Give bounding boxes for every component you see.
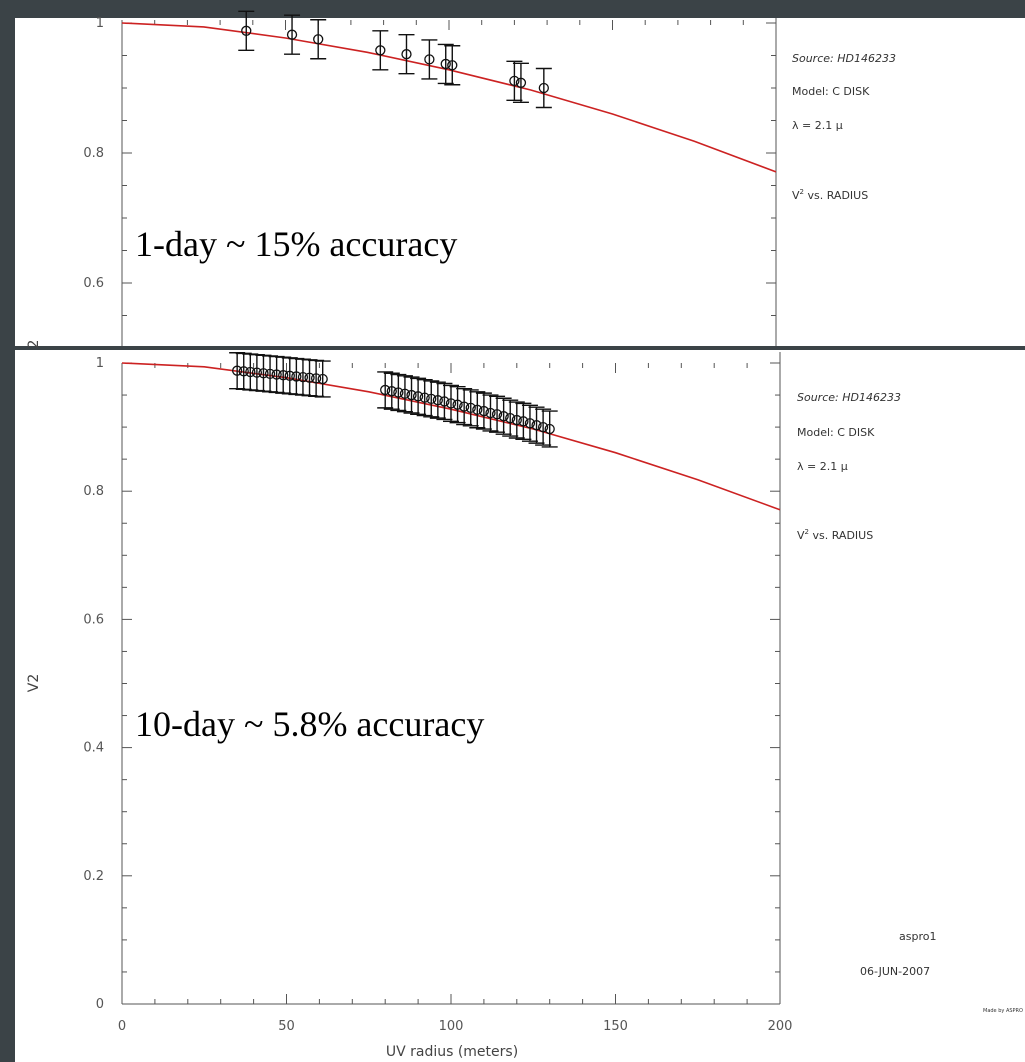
- top-legend-title: V2 vs. RADIUS: [792, 188, 868, 202]
- bottom-legend-title: V2 vs. RADIUS: [797, 528, 873, 542]
- top-data-point: [424, 54, 435, 65]
- bottom-data-point: [245, 366, 256, 378]
- bottom-legend-footer-name: aspro1: [899, 930, 936, 943]
- top-data-point: [375, 45, 386, 56]
- bottom-data-point: [304, 372, 315, 383]
- bottom-data-point: [399, 388, 411, 399]
- bottom-legend-model: Model: C DISK: [797, 426, 875, 439]
- bottom-data-point: [412, 391, 424, 402]
- bottom-data-point: [537, 421, 549, 433]
- bottom-data-point: [426, 393, 437, 405]
- bottom-y-tick-label: 0.6: [83, 612, 104, 627]
- top-annotation: 1-day ~ 15% accuracy: [135, 224, 457, 264]
- top-plot-area: 1 0.8 0.6: [83, 10, 777, 346]
- bottom-data-point: [498, 411, 509, 422]
- top-data-point: [509, 75, 520, 86]
- x-axis-title: UV radius (meters): [386, 1044, 518, 1060]
- top-legend-source: Source: HD146233: [792, 52, 896, 65]
- bottom-data-point: [544, 423, 555, 435]
- top-model-curve: [121, 22, 777, 173]
- top-data-point: [241, 25, 252, 36]
- bottom-data-point: [251, 367, 263, 378]
- bottom-data-point: [284, 370, 295, 381]
- bottom-data-point: [386, 386, 397, 397]
- bottom-legend-footer-date: 06-JUN-2007: [860, 965, 930, 978]
- top-legend-wavelength: λ = 2.1 μ: [792, 119, 843, 132]
- bottom-data-point: [452, 399, 463, 410]
- top-y-tick-label: 1: [96, 16, 104, 31]
- bottom-data-point: [511, 414, 522, 426]
- top-data-point: [440, 58, 451, 70]
- bottom-x-tick-label: 50: [278, 1019, 295, 1034]
- bottom-legend-title-main: V: [797, 529, 805, 542]
- bottom-data-point: [531, 420, 542, 431]
- top-legend-title-rest: vs. RADIUS: [804, 189, 868, 202]
- bottom-data-point: [524, 418, 536, 429]
- bottom-legend-credit: Made by ASPRO: [983, 1008, 1023, 1014]
- top-data-point: [447, 60, 458, 71]
- bottom-x-tick-label: 0: [118, 1019, 126, 1034]
- top-legend-model: Model: C DISK: [792, 85, 870, 98]
- bottom-y-tick-label: 1: [96, 356, 104, 371]
- bottom-legend-title-sup: 2: [805, 528, 809, 536]
- bottom-data-point: [485, 407, 496, 419]
- top-panel-background: [15, 18, 1025, 346]
- bottom-data-point: [439, 396, 450, 407]
- top-data-point: [515, 77, 527, 88]
- top-data-point: [401, 49, 412, 60]
- bottom-data-point: [505, 412, 516, 424]
- bottom-legend-wavelength: λ = 2.1 μ: [797, 460, 848, 473]
- bottom-data-point: [432, 395, 443, 406]
- bottom-data-point: [317, 373, 328, 385]
- bottom-data-point: [393, 387, 404, 398]
- bottom-plot-area: 1 0.8 0.6 0.4 0.2 00 50 100 150 200: [83, 352, 793, 1034]
- top-y-tick-label: 0.8: [83, 146, 104, 161]
- bottom-data-point: [380, 384, 391, 396]
- top-panel: 1 0.8 0.6 Source: HD146233 Model: C DISK λ…: [15, 10, 1025, 346]
- top-data-point: [538, 82, 549, 94]
- bottom-data-point: [465, 402, 476, 414]
- bottom-y-axis-title: V2: [26, 674, 42, 692]
- bottom-data-point: [445, 398, 457, 409]
- bottom-data-point: [271, 369, 282, 380]
- top-data-point: [286, 29, 298, 40]
- bottom-data-point: [264, 368, 276, 380]
- bottom-legend-title-rest: vs. RADIUS: [809, 529, 873, 542]
- bottom-legend-source: Source: HD146233: [797, 391, 901, 404]
- bottom-data-point: [231, 365, 243, 376]
- bottom-y-tick-label: 0.8: [83, 484, 104, 499]
- bottom-y-tick-label: 0: [96, 997, 104, 1012]
- bottom-panel: 1 0.8 0.6 0.4 0.2 00 50 100 150 200 Source: HD146…: [15, 350, 1025, 1062]
- bottom-data-point: [459, 401, 470, 412]
- bottom-data-point: [310, 373, 322, 384]
- bottom-data-point: [478, 405, 490, 417]
- top-legend-title-sup: 2: [800, 188, 804, 196]
- bottom-x-tick-label: 100: [439, 1019, 464, 1034]
- bottom-panel-background: [15, 350, 1025, 1062]
- bottom-data-point: [238, 366, 249, 377]
- bottom-data-point: [518, 416, 529, 427]
- top-y-axis-title: 2: [26, 340, 42, 349]
- top-y-tick-label: 0.6: [83, 276, 104, 291]
- bottom-data-point: [291, 371, 302, 382]
- bottom-y-tick-label: 0.2: [83, 869, 104, 884]
- top-legend-title-main: V: [792, 189, 800, 202]
- bottom-data-point: [278, 370, 289, 381]
- bottom-data-point: [419, 392, 430, 403]
- bottom-data-point: [297, 371, 309, 383]
- bottom-data-point: [491, 409, 503, 420]
- bottom-data-point: [472, 404, 483, 415]
- bottom-annotation: 10-day ~ 5.8% accuracy: [135, 704, 484, 744]
- top-data-point: [313, 34, 324, 45]
- bottom-y-tick-label: 0.4: [83, 741, 104, 756]
- bottom-data-point: [406, 389, 417, 401]
- bottom-x-tick-label: 200: [768, 1019, 793, 1034]
- bottom-data-point: [258, 368, 269, 379]
- bottom-x-tick-label: 150: [603, 1019, 628, 1034]
